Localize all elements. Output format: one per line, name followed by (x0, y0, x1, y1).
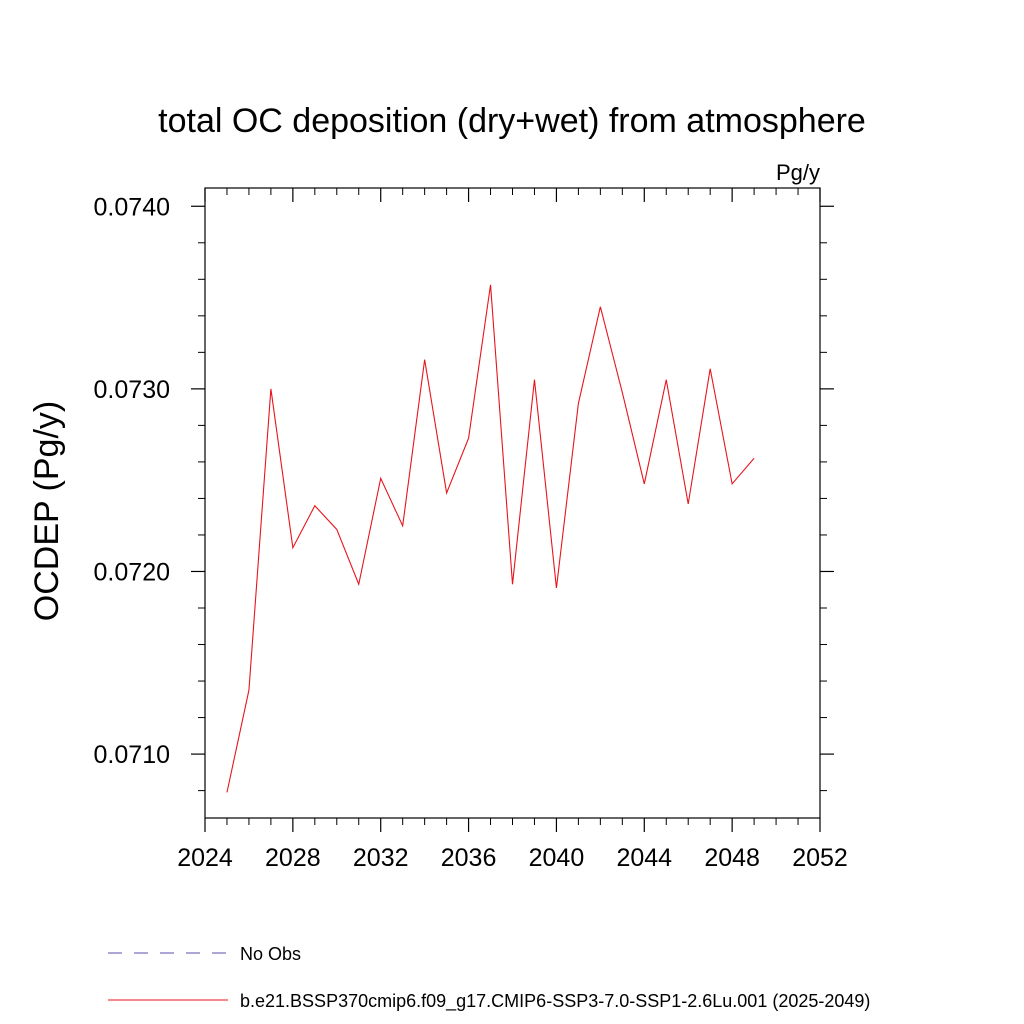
legend-label: No Obs (240, 944, 301, 964)
x-tick-label: 2036 (441, 844, 497, 872)
axes: 2024 2028 2032 2036 2040 2044 2048 2052 0.0710 0.… (94, 188, 848, 872)
series-lines (226, 284, 755, 793)
x-tick-label: 2040 (529, 844, 585, 872)
x-tick-label: 2052 (792, 844, 848, 872)
y-tick-label: 0.0730 (94, 376, 170, 404)
y-tick-label: 0.0740 (94, 193, 170, 221)
legend-label: b.e21.BSSP370cmip6.f09_g17.CMIP6-SSP3-7.… (240, 991, 870, 1012)
legend: No Obs b.e21.BSSP370cmip6.f09_g17.CMIP6-S… (108, 944, 870, 1012)
chart-title: total OC deposition (dry+wet) from atmos… (158, 102, 866, 140)
x-tick-label: 2044 (616, 844, 672, 872)
x-tick-label: 2048 (704, 844, 760, 872)
series-line (226, 284, 755, 793)
y-tick-label: 0.0710 (94, 741, 170, 769)
y-axis-label: OCDEP (Pg/y) (28, 401, 66, 621)
units-label: Pg/y (776, 160, 820, 185)
x-tick-label: 2024 (177, 844, 233, 872)
plot-frame (204, 187, 821, 819)
y-tick-label: 0.0720 (94, 558, 170, 586)
x-tick-label: 2032 (353, 844, 409, 872)
x-tick-label: 2028 (265, 844, 321, 872)
